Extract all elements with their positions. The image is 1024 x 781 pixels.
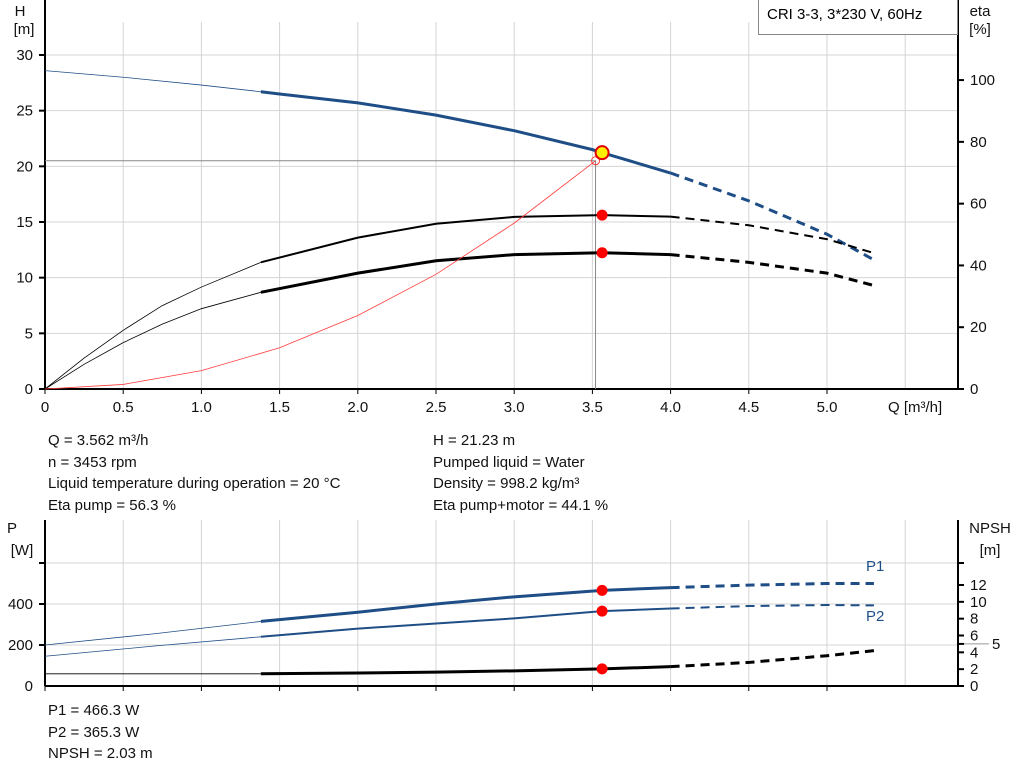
p-tick-label: 0 (25, 678, 33, 695)
duty-point-marker (594, 145, 610, 161)
p1-curve-dashed (670, 582, 874, 590)
info-p1: P1 = 466.3 W (48, 702, 140, 719)
npsh-tick-label: 4 (970, 644, 978, 661)
info-eta-pump: Eta pump = 56.3 % (48, 496, 176, 514)
info-head: H = 21.23 m (433, 432, 516, 449)
x-tick-label: 4.0 (660, 399, 681, 416)
p-axis-label: P (7, 520, 17, 537)
info-eta-total: Eta pump+motor = 44.1 % (433, 496, 609, 514)
eta-total-curve-solid (260, 251, 671, 294)
info-temperature: Liquid temperature during operation = 20… (48, 475, 341, 492)
y2-tick-label: 100 (970, 72, 995, 89)
npsh-curve-solid (260, 665, 671, 676)
y-tick-label: 0 (25, 381, 33, 398)
npsh-tick-label: 8 (970, 611, 978, 628)
eta-total-marker (596, 247, 608, 259)
eta-pump-marker (596, 209, 608, 221)
x-tick-label: 4.5 (738, 399, 759, 416)
npsh-curve-dashed (670, 649, 875, 669)
y-tick-label: 20 (16, 158, 33, 175)
system-point-marker (591, 156, 601, 166)
x-axis-label: Q [m³/h] (888, 399, 942, 416)
info-speed: n = 3453 rpm (48, 453, 137, 471)
eta-pump-curve-dashed (670, 215, 875, 255)
p1-curve-solid (260, 586, 671, 623)
info-density: Density = 998.2 kg/m³ (433, 475, 580, 492)
npsh-tick-label: 6 (970, 628, 978, 645)
info-right: H = 21.23 m Pumped liquid = Water Densit… (433, 430, 608, 516)
y-tick-label: 30 (16, 47, 33, 64)
eta-pump-curve-thin (44, 261, 261, 390)
y2-tick-label: 0 (970, 381, 978, 398)
p2-label: P2 (866, 608, 884, 625)
eta-total-curve-dashed (670, 253, 875, 287)
x-tick-label: 1.5 (269, 399, 290, 416)
info-liquid: Pumped liquid = Water (433, 453, 585, 471)
npsh-tick-label: 5 (992, 636, 1000, 653)
y2-axis-label: eta (970, 3, 992, 20)
info-p2: P2 = 365.3 W (48, 723, 140, 741)
eta-total-curve-thin (44, 291, 261, 390)
p2-curve-dashed (670, 604, 874, 610)
x-tick-label: 0 (41, 399, 49, 416)
x-tick-label: 3.5 (582, 399, 603, 416)
y-tick-label: 5 (25, 325, 33, 342)
npsh-marker (596, 663, 608, 675)
operating-guide-lines (45, 160, 597, 389)
head-curve-thin (44, 70, 261, 93)
x-tick-label: 3.0 (504, 399, 525, 416)
info-left: Q = 3.562 m³/h n = 3453 rpm Liquid tempe… (48, 430, 340, 516)
npsh-tick-label: 10 (970, 594, 987, 611)
legend-box: CRI 3-3, 3*230 V, 60Hz (758, 0, 958, 35)
y-tick-label: 25 (16, 103, 33, 120)
y2-tick-label: 20 (970, 319, 987, 336)
p-tick-label: 400 (8, 596, 33, 613)
head-curve-dashed (670, 171, 875, 262)
info-power: P1 = 466.3 W P2 = 365.3 W NPSH = 2.03 m (48, 700, 153, 765)
npsh-tick-label: 2 (970, 661, 978, 678)
y-axis-label: H (15, 3, 26, 20)
p1-label: P1 (866, 558, 884, 575)
p2-curve-solid (260, 607, 671, 638)
x-tick-label: 2.0 (347, 399, 368, 416)
p1-marker (596, 584, 608, 596)
y2-tick-label: 40 (970, 257, 987, 274)
y2-tick-label: 60 (970, 196, 987, 213)
p1-curve-thin (44, 621, 261, 646)
y2-tick-label: 80 (970, 134, 987, 151)
x-tick-label: 5.0 (817, 399, 838, 416)
info-flow: Q = 3.562 m³/h (48, 432, 149, 449)
p2-curve-thin (44, 636, 261, 657)
x-tick-label: 0.5 (113, 399, 134, 416)
legend-text: CRI 3-3, 3*230 V, 60Hz (767, 6, 923, 23)
eta-pump-curve-solid (260, 214, 671, 264)
x-tick-label: 2.5 (426, 399, 447, 416)
y2-axis-unit: [%] (969, 21, 991, 38)
y-tick-label: 15 (16, 214, 33, 231)
npsh-tick-label: 12 (970, 577, 987, 594)
x-tick-label: 1.0 (191, 399, 212, 416)
npsh-tick-label: 0 (970, 678, 978, 695)
info-npsh: NPSH = 2.03 m (48, 745, 153, 762)
npsh-axis-label: NPSH (969, 520, 1011, 537)
npsh-axis-unit: [m] (980, 542, 1001, 559)
p-tick-label: 200 (8, 637, 33, 654)
p2-marker (596, 605, 608, 617)
y-tick-label: 10 (16, 270, 33, 287)
y-axis-unit: [m] (14, 21, 35, 38)
system-curve-line (44, 160, 596, 390)
p-axis-unit: [W] (11, 542, 34, 559)
